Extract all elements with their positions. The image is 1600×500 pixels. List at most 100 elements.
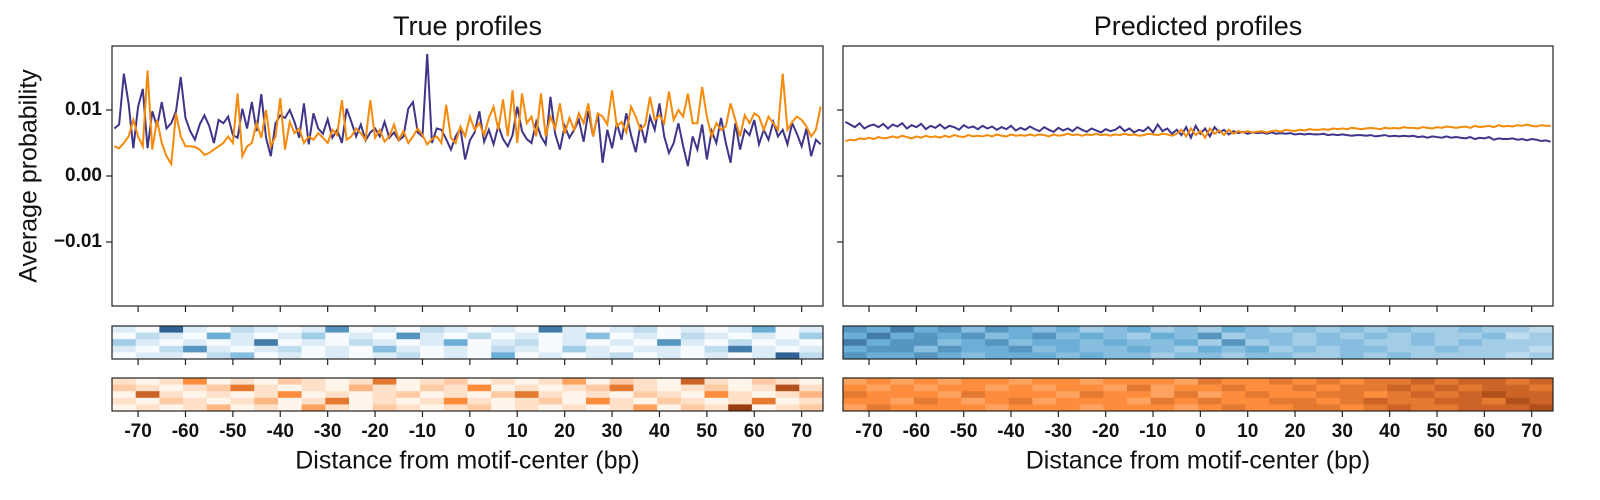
heatmap-cell — [1482, 384, 1506, 392]
heatmap-cell — [1221, 404, 1246, 412]
heatmap-cell — [1411, 404, 1435, 412]
heatmap-cell — [443, 378, 468, 385]
heatmap-cell — [890, 397, 915, 405]
heatmap-cell — [728, 339, 753, 347]
heatmap-cell — [1269, 352, 1293, 360]
heatmap-cell — [396, 345, 421, 353]
heatmap-cell — [633, 378, 658, 385]
heatmap-cell — [396, 404, 421, 412]
heatmap-cell — [914, 326, 938, 333]
heatmap-cell — [1056, 404, 1080, 412]
heatmap-cell — [1340, 339, 1364, 347]
heatmap-cell — [1198, 339, 1222, 347]
heatmap-cell — [728, 404, 753, 412]
x-tick-label: 0 — [465, 421, 476, 442]
heatmap-cell — [1340, 378, 1364, 385]
heatmap-cell — [799, 391, 824, 399]
heatmap-cell — [112, 345, 136, 353]
heatmap-cell — [1482, 397, 1506, 405]
heatmap-cell — [866, 384, 891, 392]
heatmap-cell — [937, 384, 962, 392]
heatmap-cell — [254, 378, 279, 385]
heatmap-cell — [680, 404, 705, 412]
heatmap-cell — [206, 378, 231, 385]
heatmap-cell — [1056, 397, 1080, 405]
heatmap-cell — [1198, 345, 1222, 353]
heatmap-cell — [206, 352, 231, 360]
heatmap-cell — [657, 391, 682, 399]
heatmap-cell — [1458, 391, 1483, 399]
heatmap-cell — [230, 339, 255, 347]
heatmap-cell — [491, 404, 516, 412]
heatmap-cell — [206, 345, 231, 353]
heatmap-cell — [1529, 352, 1554, 360]
heatmap-cell — [1411, 345, 1435, 353]
heatmap-cell — [799, 378, 824, 385]
heatmap-cell — [799, 404, 824, 412]
heatmap-cell — [135, 332, 160, 340]
heatmap-cell — [1529, 378, 1554, 385]
heatmap-cell — [372, 345, 397, 353]
heatmap-cell — [961, 339, 986, 347]
heatmap-cell — [514, 326, 539, 333]
heatmap-cell — [1221, 378, 1246, 385]
heatmap-cell — [491, 378, 516, 385]
heatmap-cell — [680, 378, 705, 385]
heatmap-cell — [396, 391, 421, 399]
heatmap-cell — [467, 345, 492, 353]
heatmap-cell — [866, 352, 891, 360]
heatmap-cell — [183, 391, 208, 399]
heatmap-cell — [514, 339, 539, 347]
heatmap-cell — [633, 352, 658, 360]
heatmap-cell — [1032, 397, 1057, 405]
heatmap-cell — [799, 326, 824, 333]
x-tick-label: 10 — [1237, 421, 1258, 442]
heatmap-cell — [751, 345, 776, 353]
x-tick-label: -40 — [997, 421, 1024, 442]
heatmap-cell — [843, 391, 867, 399]
panel-title: Predicted profiles — [1094, 11, 1303, 41]
heatmap-cell — [1363, 378, 1388, 385]
heatmap-cell — [135, 384, 160, 392]
heatmap-cell — [633, 345, 658, 353]
heatmap-cell — [420, 384, 445, 392]
heatmap-cell — [1411, 352, 1435, 360]
heatmap-cell — [937, 345, 962, 353]
heatmap-cell — [890, 332, 915, 340]
heatmap-cell — [586, 397, 610, 405]
heatmap-cell — [843, 378, 867, 385]
heatmap-cell — [1411, 326, 1435, 333]
heatmap-cell — [183, 332, 208, 340]
heatmap-cell — [1198, 397, 1222, 405]
heatmap-cell — [985, 352, 1009, 360]
x-tick-label: 50 — [696, 421, 717, 442]
heatmap-cell — [277, 391, 302, 399]
heatmap-cell — [301, 345, 326, 353]
heatmap-cell — [443, 397, 468, 405]
heatmap-cell — [1198, 326, 1222, 333]
heatmap-cell — [1363, 339, 1388, 347]
heatmap-cell — [1198, 378, 1222, 385]
heatmap-cell — [937, 378, 962, 385]
profile-line — [844, 121, 1551, 143]
heatmap-cell — [985, 391, 1009, 399]
heatmap-cell — [1198, 384, 1222, 392]
heatmap-cell — [1387, 326, 1412, 333]
heatmap-cell — [491, 332, 516, 340]
heatmap-cell — [1174, 332, 1199, 340]
heatmap-cell — [301, 404, 326, 412]
heatmap-cell — [890, 339, 915, 347]
heatmap-cell — [1150, 352, 1175, 360]
heatmap-cell — [890, 345, 915, 353]
heatmap-cell — [1032, 384, 1057, 392]
heatmap-cell — [112, 384, 136, 392]
heatmap-cell — [183, 326, 208, 333]
heatmap-cell — [937, 397, 962, 405]
heatmap-cell — [562, 326, 587, 333]
heatmap-cell — [1340, 391, 1364, 399]
heatmap-cell — [1103, 326, 1128, 333]
heatmap-cell — [1079, 345, 1104, 353]
heatmap-cell — [843, 384, 867, 392]
heatmap-cell — [1458, 326, 1483, 333]
heatmap-cell — [866, 378, 891, 385]
